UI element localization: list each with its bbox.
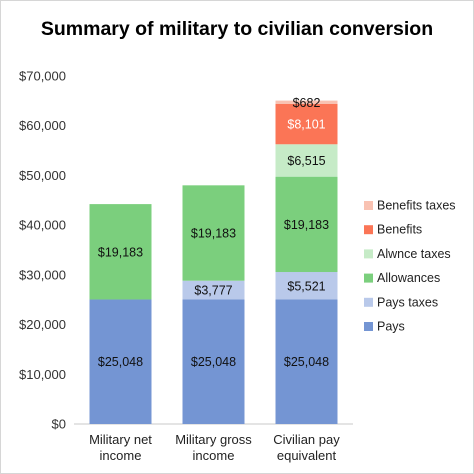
bar-segment bbox=[275, 144, 338, 177]
y-tick-label: $60,000 bbox=[19, 118, 66, 133]
bar-data-label: $25,048 bbox=[284, 355, 329, 369]
bar-segment bbox=[182, 299, 245, 424]
x-category-label: equivalent bbox=[277, 448, 337, 463]
bar-data-label: $25,048 bbox=[191, 355, 236, 369]
x-category-label: Military gross bbox=[175, 432, 252, 447]
legend-label: Benefits taxes bbox=[377, 199, 456, 213]
bar-data-label: $5,521 bbox=[287, 279, 325, 293]
bar-segment bbox=[182, 280, 245, 300]
bar-segment bbox=[275, 100, 338, 104]
chart-bars bbox=[89, 100, 338, 424]
legend-swatch bbox=[364, 297, 373, 307]
legend-swatch bbox=[364, 225, 373, 235]
bar-segment bbox=[275, 176, 338, 273]
bar-segment bbox=[182, 185, 245, 281]
x-category-label: Civilian pay bbox=[273, 432, 340, 447]
bar-data-label: $6,515 bbox=[287, 154, 325, 168]
bar-segment bbox=[275, 299, 338, 424]
y-tick-label: $10,000 bbox=[19, 367, 66, 382]
bar-data-label: $19,183 bbox=[284, 218, 329, 232]
bar-data-label: $25,048 bbox=[98, 355, 143, 369]
bar-data-label: $682 bbox=[293, 96, 321, 110]
bar-segment bbox=[89, 299, 152, 424]
x-category-label: Military net bbox=[89, 432, 152, 447]
legend-label: Pays taxes bbox=[377, 295, 438, 309]
bar-segment bbox=[275, 272, 338, 300]
legend-swatch bbox=[364, 322, 373, 331]
legend-label: Alwnce taxes bbox=[377, 247, 451, 261]
y-tick-label: $20,000 bbox=[19, 317, 66, 332]
bar-data-label: $19,183 bbox=[98, 245, 143, 259]
bar-data-label: $19,183 bbox=[191, 227, 236, 241]
legend-swatch bbox=[364, 249, 373, 259]
legend-label: Benefits bbox=[377, 223, 422, 237]
x-category-label: income bbox=[100, 448, 142, 463]
y-tick-label: $70,000 bbox=[19, 69, 66, 84]
legend-label: Allowances bbox=[377, 271, 440, 285]
chart-title: Summary of military to civilian conversi… bbox=[41, 18, 433, 40]
y-tick-label: $40,000 bbox=[19, 218, 66, 233]
y-tick-label: $50,000 bbox=[19, 168, 66, 183]
x-category-label: income bbox=[193, 448, 235, 463]
bar-data-label: $3,777 bbox=[194, 284, 232, 298]
legend-swatch bbox=[364, 273, 373, 283]
bar-data-label: $8,101 bbox=[287, 118, 325, 132]
legend-label: Pays bbox=[377, 320, 405, 334]
legend-swatch bbox=[364, 201, 373, 210]
bar-segment bbox=[275, 103, 338, 145]
y-tick-label: $30,000 bbox=[19, 267, 66, 282]
bar-segment bbox=[89, 204, 152, 300]
y-tick-label: $0 bbox=[52, 417, 66, 432]
chart-data-labels: $25,048 $19,183 $25,048 $3,777 $19,183 $25,04… bbox=[98, 96, 329, 369]
chart-legend: Benefits taxes Benefits Alwnce taxes Allowa… bbox=[364, 199, 456, 334]
